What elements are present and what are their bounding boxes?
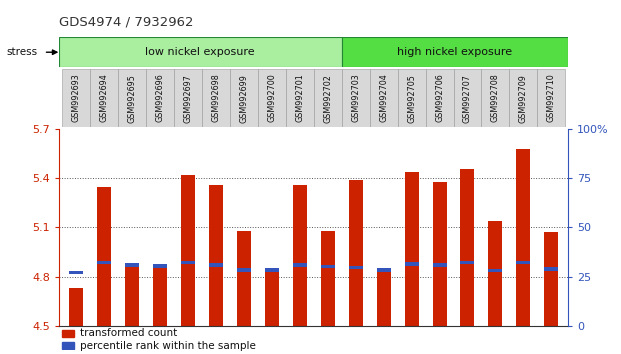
Bar <box>537 69 565 127</box>
Text: GSM992709: GSM992709 <box>519 74 528 122</box>
Bar <box>432 182 446 326</box>
Bar <box>404 172 419 326</box>
Bar <box>348 266 363 269</box>
Text: GSM992702: GSM992702 <box>323 74 332 122</box>
Text: stress: stress <box>6 47 37 57</box>
Text: GSM992700: GSM992700 <box>267 74 276 122</box>
Bar <box>292 185 307 326</box>
Text: GSM992708: GSM992708 <box>491 74 500 122</box>
Text: GSM992694: GSM992694 <box>99 74 108 122</box>
Bar <box>62 330 75 337</box>
Bar <box>369 69 397 127</box>
Text: transformed count: transformed count <box>80 328 178 338</box>
Bar <box>125 263 138 267</box>
Bar <box>62 342 75 349</box>
Bar <box>202 69 230 127</box>
Bar <box>69 270 83 274</box>
Bar <box>69 288 83 326</box>
Bar <box>489 269 502 273</box>
Bar <box>237 231 251 326</box>
Bar <box>481 69 509 127</box>
Bar <box>461 261 474 264</box>
Bar <box>292 263 307 267</box>
Bar <box>181 175 195 326</box>
Bar <box>97 187 111 326</box>
Text: GSM992706: GSM992706 <box>435 74 444 122</box>
Bar <box>489 221 502 326</box>
Bar <box>517 261 530 264</box>
Bar <box>59 37 342 67</box>
Bar <box>461 169 474 326</box>
Text: GSM992695: GSM992695 <box>127 74 136 122</box>
Text: GSM992697: GSM992697 <box>183 74 192 122</box>
Bar <box>237 268 251 272</box>
Bar <box>209 185 223 326</box>
Bar <box>314 69 342 127</box>
Text: high nickel exposure: high nickel exposure <box>397 47 512 57</box>
Bar <box>342 37 568 67</box>
Bar <box>181 261 195 264</box>
Bar <box>397 69 425 127</box>
Bar <box>97 261 111 264</box>
Text: percentile rank within the sample: percentile rank within the sample <box>80 341 256 350</box>
Text: GSM992710: GSM992710 <box>547 74 556 122</box>
Bar <box>404 262 419 266</box>
Bar <box>320 265 335 268</box>
Text: low nickel exposure: low nickel exposure <box>145 47 255 57</box>
Bar <box>125 265 138 326</box>
Text: GSM992698: GSM992698 <box>211 74 220 122</box>
Bar <box>517 149 530 326</box>
Bar <box>230 69 258 127</box>
Bar <box>146 69 174 127</box>
Bar <box>153 268 166 326</box>
Bar <box>320 231 335 326</box>
Bar <box>545 267 558 271</box>
Text: GSM992696: GSM992696 <box>155 74 164 122</box>
Bar <box>265 268 279 272</box>
Text: GDS4974 / 7932962: GDS4974 / 7932962 <box>59 16 194 29</box>
Bar <box>432 263 446 267</box>
Bar <box>342 69 369 127</box>
Text: GSM992707: GSM992707 <box>463 74 472 122</box>
Text: GSM992705: GSM992705 <box>407 74 416 122</box>
Text: GSM992693: GSM992693 <box>71 74 80 122</box>
Bar <box>286 69 314 127</box>
Text: GSM992704: GSM992704 <box>379 74 388 122</box>
Bar <box>509 69 537 127</box>
Bar <box>545 232 558 326</box>
Bar <box>348 180 363 326</box>
Bar <box>90 69 118 127</box>
Bar <box>258 69 286 127</box>
Bar <box>265 270 279 326</box>
Text: GSM992703: GSM992703 <box>351 74 360 122</box>
Bar <box>174 69 202 127</box>
Bar <box>153 264 166 268</box>
Bar <box>425 69 453 127</box>
Text: GSM992701: GSM992701 <box>295 74 304 122</box>
Bar <box>118 69 146 127</box>
Bar <box>209 263 223 267</box>
Bar <box>62 69 90 127</box>
Bar <box>453 69 481 127</box>
Bar <box>376 268 391 272</box>
Bar <box>376 270 391 326</box>
Text: GSM992699: GSM992699 <box>239 74 248 122</box>
